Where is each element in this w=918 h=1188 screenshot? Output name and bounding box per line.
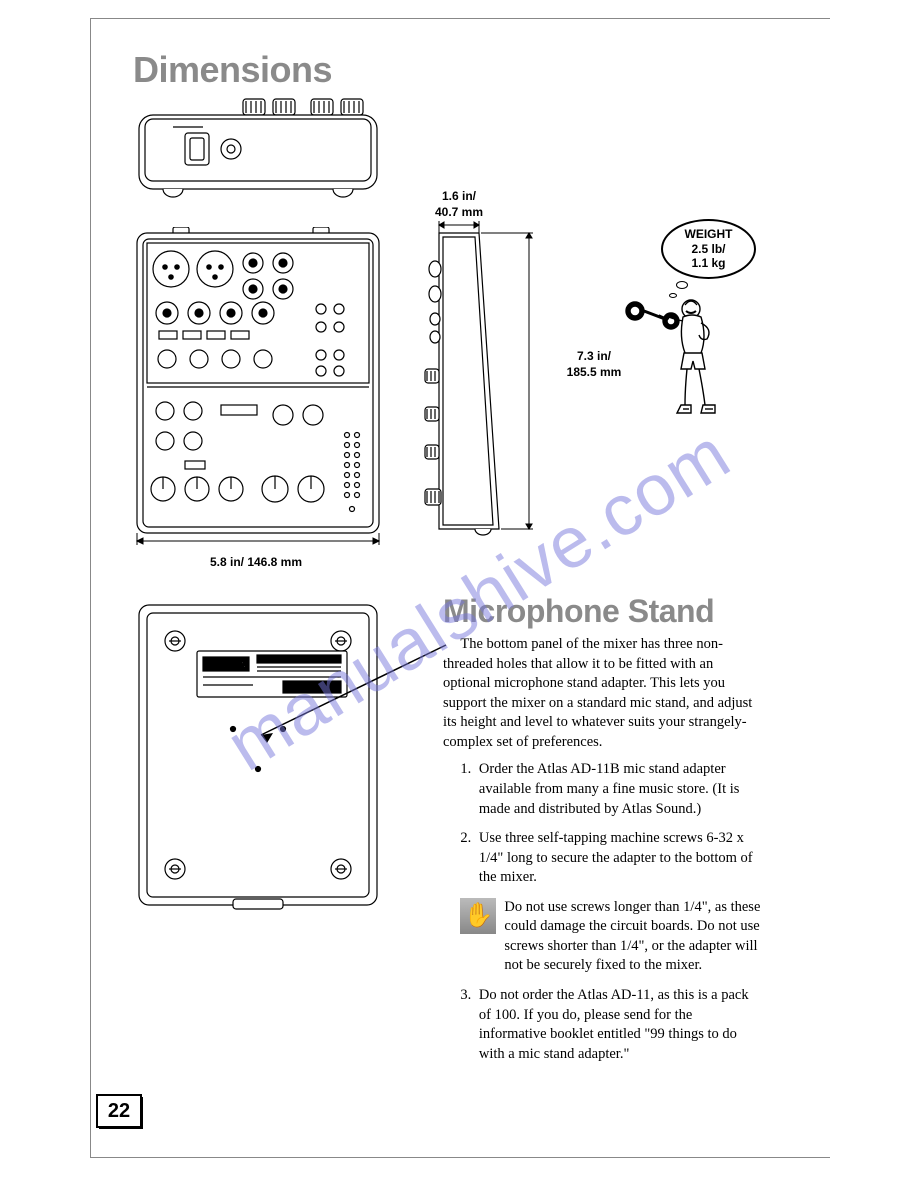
dim-height-in: 7.3 in/ [577,349,611,363]
diagram-top-view [133,227,383,547]
weight-label: WEIGHT [685,227,733,241]
manual-page: Dimensions [90,18,830,1158]
hand-stop-icon: ✋ [460,898,496,934]
weight-lb: 2.5 lb/ [691,242,725,256]
mic-stand-step2: Use three self-tapping machine screws 6-… [475,829,763,888]
thought-dot [676,281,688,289]
weight-kg: 1.1 kg [691,256,725,270]
dimension-width-label: 5.8 in/ 146.8 mm [171,555,341,571]
dimension-depth-label: 1.6 in/ 40.7 mm [419,189,499,220]
weight-callout: WEIGHT 2.5 lb/ 1.1 kg [621,219,791,419]
dim-depth-in: 1.6 in/ [442,189,476,203]
weight-bubble: WEIGHT 2.5 lb/ 1.1 kg [661,219,756,279]
dim-height-mm: 185.5 mm [567,365,622,379]
dimension-height-label: 7.3 in/ 185.5 mm [559,349,629,380]
mic-stand-step1: Order the Atlas AD-11B mic stand adapter… [475,760,763,819]
caution-block: ✋ Do not use screws longer than 1/4", as… [460,898,763,976]
diagram-bottom-view: ⚠ CAUTION [133,599,383,919]
caution-text: Do not use screws longer than 1/4", as t… [504,898,763,976]
dim-depth-mm: 40.7 mm [435,205,483,219]
diagram-side-view [419,219,539,549]
heading-dimensions: Dimensions [133,49,332,91]
page-number: 22 [97,1095,141,1127]
mic-stand-step3: Do not order the Atlas AD-11, as this is… [475,986,763,1064]
heading-mic-stand: Microphone Stand [443,593,714,630]
svg-text:⚠ CAUTION: ⚠ CAUTION [206,661,246,669]
diagram-rear-view [133,97,383,207]
dim-width-text: 5.8 in/ 146.8 mm [210,555,302,569]
mic-stand-intro: The bottom panel of the mixer has three … [443,635,763,752]
mic-stand-text: The bottom panel of the mixer has three … [443,635,763,1074]
